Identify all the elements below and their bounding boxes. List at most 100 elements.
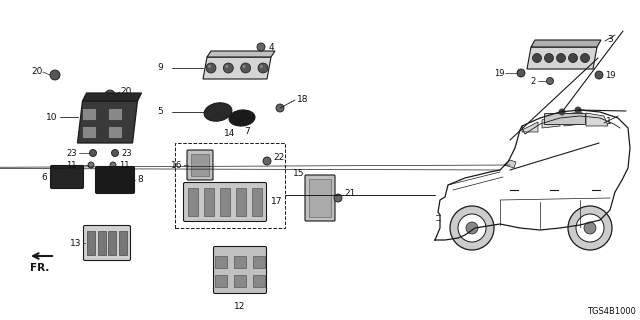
Circle shape [258,63,268,73]
Polygon shape [586,113,608,126]
Bar [81,108,95,120]
Bar [236,188,246,216]
Bar [204,188,214,216]
Text: 16: 16 [170,161,182,170]
Bar [87,231,95,255]
Circle shape [531,138,541,148]
Polygon shape [542,114,560,128]
Circle shape [581,138,591,148]
Circle shape [564,138,574,148]
FancyBboxPatch shape [51,165,83,188]
Text: 10: 10 [46,113,58,122]
FancyBboxPatch shape [184,182,266,221]
Circle shape [568,206,612,250]
FancyBboxPatch shape [214,246,266,293]
Text: 17: 17 [271,197,282,206]
Circle shape [466,222,478,234]
FancyBboxPatch shape [83,226,131,260]
Bar [220,188,230,216]
Polygon shape [526,131,598,155]
FancyBboxPatch shape [545,114,586,124]
Circle shape [517,69,525,77]
Bar [81,126,95,138]
Bar [175,143,285,228]
Circle shape [206,63,216,73]
Circle shape [458,214,486,242]
Text: 8: 8 [137,175,143,185]
Circle shape [547,77,554,84]
FancyBboxPatch shape [95,166,134,194]
Polygon shape [83,93,141,101]
Circle shape [532,53,541,62]
Circle shape [557,53,566,62]
Circle shape [225,65,228,68]
Text: FR.: FR. [30,263,49,273]
Circle shape [580,53,589,62]
Text: 21: 21 [344,189,355,198]
Text: 1: 1 [606,116,612,125]
Text: 5: 5 [157,108,163,116]
Circle shape [50,70,60,80]
Bar [234,275,246,287]
Circle shape [241,63,251,73]
Polygon shape [504,160,516,168]
Circle shape [548,138,557,148]
Polygon shape [564,112,582,126]
Text: 6: 6 [41,172,47,181]
Bar [252,188,262,216]
Bar [119,231,127,255]
Circle shape [559,108,566,116]
Bar [188,188,198,216]
Ellipse shape [204,103,232,121]
Text: 3: 3 [607,35,612,44]
Text: 23: 23 [67,148,77,157]
Text: TGS4B1000: TGS4B1000 [587,307,636,316]
Bar [253,275,265,287]
Circle shape [243,65,246,68]
Text: 23: 23 [121,148,132,157]
Text: 15: 15 [292,170,304,179]
Text: 19: 19 [495,68,505,77]
Text: 13: 13 [70,238,81,247]
Polygon shape [203,57,271,79]
Text: 12: 12 [234,302,246,311]
Circle shape [450,206,494,250]
FancyBboxPatch shape [305,175,335,221]
Text: 11: 11 [67,161,77,170]
Circle shape [208,65,211,68]
Ellipse shape [229,110,255,126]
Text: 11: 11 [119,161,129,170]
Bar [234,256,246,268]
Circle shape [110,162,116,168]
Text: 20: 20 [120,87,131,97]
Text: 18: 18 [297,95,308,105]
Text: 9: 9 [157,63,163,73]
Circle shape [257,43,265,51]
Circle shape [111,149,118,156]
Circle shape [545,53,554,62]
Bar [108,231,116,255]
Circle shape [260,65,263,68]
Polygon shape [530,124,602,131]
Bar [253,256,265,268]
Bar [215,275,227,287]
Polygon shape [77,101,138,143]
Bar [98,231,106,255]
Polygon shape [522,122,538,132]
Bar [108,126,122,138]
Circle shape [263,157,271,165]
Circle shape [584,222,596,234]
Polygon shape [527,47,597,69]
Text: 4: 4 [269,43,275,52]
Circle shape [276,104,284,112]
Circle shape [595,71,603,79]
Bar [191,154,209,176]
Bar [215,256,227,268]
FancyBboxPatch shape [187,150,213,180]
Bar [108,108,122,120]
Text: 20: 20 [31,68,43,76]
Circle shape [568,53,577,62]
Circle shape [105,90,115,100]
Polygon shape [531,40,601,47]
Circle shape [90,149,97,156]
